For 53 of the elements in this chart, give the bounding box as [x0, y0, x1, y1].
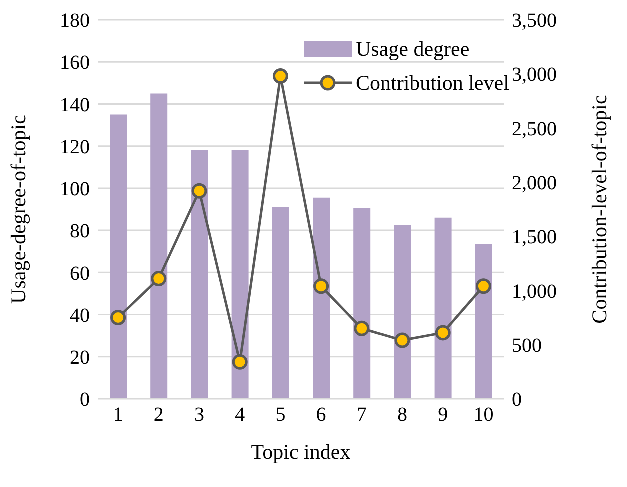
- y2-axis-title: Contribution-level-of-topic: [587, 95, 612, 324]
- point: [192, 183, 208, 199]
- y-tick-label: 60: [70, 262, 90, 285]
- y2-tick-label: 2,500: [512, 118, 557, 140]
- bar: [232, 150, 249, 399]
- point: [476, 278, 492, 294]
- y-axis-title: Usage-degree-of-topic: [6, 115, 30, 304]
- y-tick-label: 140: [60, 94, 90, 116]
- bar: [110, 114, 127, 399]
- bar: [313, 198, 330, 399]
- y2-tick-label: 3,500: [512, 10, 557, 32]
- point: [394, 332, 410, 348]
- point: [435, 325, 451, 341]
- x-tick-label: 2: [154, 404, 164, 426]
- bar: [394, 225, 412, 399]
- bar: [150, 94, 168, 399]
- y-tick-label: 20: [70, 346, 90, 369]
- bar: [354, 208, 371, 399]
- point: [272, 68, 288, 84]
- x-tick-label: 6: [316, 404, 326, 426]
- y2-tick-label: 500: [512, 334, 542, 357]
- y2-tick-label: 1,000: [512, 280, 557, 303]
- legend-label: Contribution level: [356, 70, 510, 97]
- point: [110, 310, 126, 326]
- x-tick-label: 9: [438, 404, 448, 426]
- point: [354, 320, 370, 336]
- x-tick-label: 4: [235, 404, 246, 426]
- x-axis-title: Topic index: [251, 440, 352, 464]
- y-tick-label: 100: [60, 178, 90, 201]
- y2-tick-label: 2,000: [512, 172, 557, 195]
- x-tick-label: 8: [398, 404, 408, 426]
- y-tick-label: 80: [70, 220, 90, 243]
- point: [232, 354, 248, 370]
- bar: [272, 207, 290, 399]
- y-tick-label: 40: [70, 304, 90, 327]
- y-tick-label: 0: [80, 389, 90, 412]
- x-tick-label: 10: [474, 404, 494, 426]
- bar: [475, 244, 492, 399]
- y2-tick-label: 1,500: [512, 226, 557, 249]
- x-tick-label: 7: [356, 404, 367, 426]
- bar: [191, 150, 208, 399]
- x-tick-label: 3: [194, 404, 204, 426]
- y-tick-label: 180: [60, 10, 90, 32]
- x-tick-label: 5: [276, 404, 286, 426]
- y-tick-label: 120: [60, 136, 90, 158]
- legend-label: Usage degree: [356, 36, 470, 63]
- point: [151, 271, 167, 287]
- y2-tick-label: 3,000: [512, 64, 557, 86]
- y2-tick-label: 0: [512, 389, 522, 412]
- x-tick-label: 1: [113, 404, 124, 426]
- point: [314, 278, 330, 294]
- bar: [434, 218, 452, 399]
- y-tick-label: 160: [60, 52, 90, 74]
